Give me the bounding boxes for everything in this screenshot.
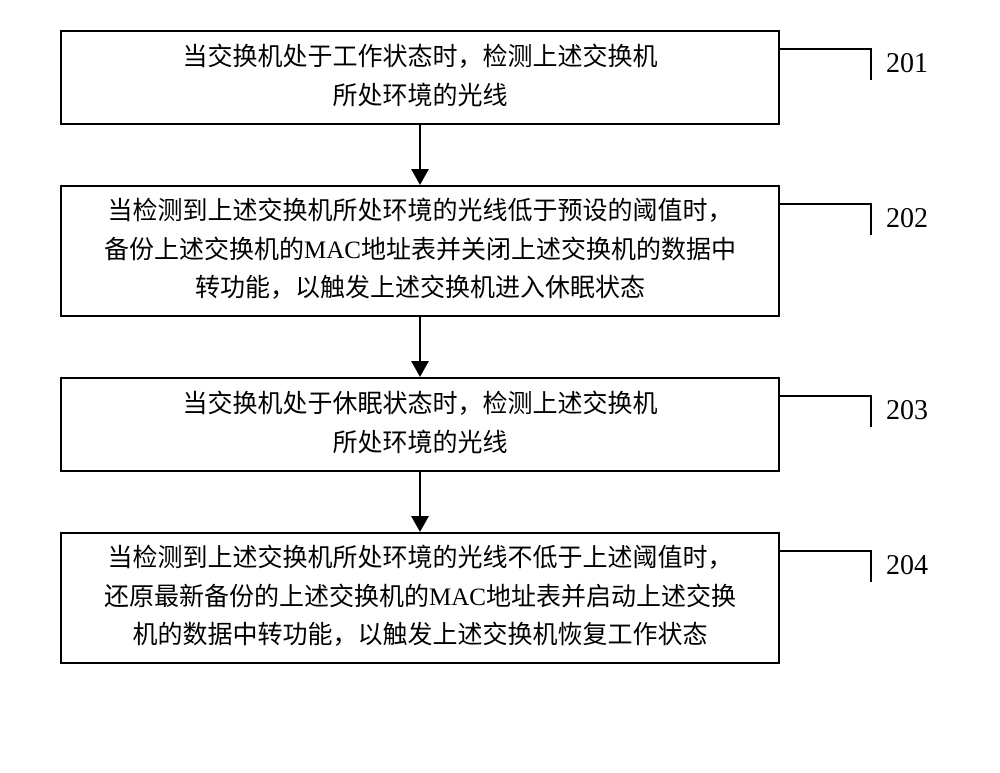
line: 当交换机处于休眠状态时，检测上述交换机 (182, 391, 657, 418)
arrow-shaft (419, 317, 422, 361)
arrow-connector (60, 317, 780, 377)
label-connector (780, 395, 870, 397)
step-label-201: 201 (886, 48, 928, 80)
arrow-head-icon (411, 516, 429, 532)
step-row: 当交换机处于工作状态时，检测上述交换机 所处环境的光线 201 (60, 30, 940, 125)
label-vert (870, 395, 872, 427)
line: 备份上述交换机的MAC地址表并关闭上述交换机的数据中 (104, 237, 736, 264)
arrow-connector (60, 472, 780, 532)
arrow-connector (60, 125, 780, 185)
step-row: 当交换机处于休眠状态时，检测上述交换机 所处环境的光线 203 (60, 377, 940, 472)
label-connector (780, 550, 870, 552)
step-row: 当检测到上述交换机所处环境的光线低于预设的阈值时， 备份上述交换机的MAC地址表… (60, 185, 940, 317)
line: 所处环境的光线 (332, 83, 507, 110)
step-label-202: 202 (886, 203, 928, 235)
label-connector (780, 203, 870, 205)
line: 机的数据中转功能，以触发上述交换机恢复工作状态 (132, 622, 707, 649)
step-label-203: 203 (886, 395, 928, 427)
arrow-head-icon (411, 169, 429, 185)
box-text: 当检测到上述交换机所处环境的光线不低于上述阈值时， 还原最新备份的上述交换机的M… (104, 540, 736, 656)
label-vert (870, 203, 872, 235)
flow-box-202: 当检测到上述交换机所处环境的光线低于预设的阈值时， 备份上述交换机的MAC地址表… (60, 185, 780, 317)
flowchart-container: 当交换机处于工作状态时，检测上述交换机 所处环境的光线 201 当检测到上述交换… (60, 30, 940, 664)
flow-box-201: 当交换机处于工作状态时，检测上述交换机 所处环境的光线 (60, 30, 780, 125)
step-label-204: 204 (886, 550, 928, 582)
label-vert (870, 550, 872, 582)
step-row: 当检测到上述交换机所处环境的光线不低于上述阈值时， 还原最新备份的上述交换机的M… (60, 532, 940, 664)
arrow-shaft (419, 125, 422, 169)
flow-box-204: 当检测到上述交换机所处环境的光线不低于上述阈值时， 还原最新备份的上述交换机的M… (60, 532, 780, 664)
label-vert (870, 48, 872, 80)
line: 转功能，以触发上述交换机进入休眠状态 (195, 275, 645, 302)
line: 当检测到上述交换机所处环境的光线低于预设的阈值时， (107, 198, 732, 225)
flow-box-203: 当交换机处于休眠状态时，检测上述交换机 所处环境的光线 (60, 377, 780, 472)
line: 所处环境的光线 (332, 430, 507, 457)
line: 还原最新备份的上述交换机的MAC地址表并启动上述交换 (104, 584, 736, 611)
arrow-shaft (419, 472, 422, 516)
line: 当检测到上述交换机所处环境的光线不低于上述阈值时， (107, 545, 732, 572)
box-text: 当检测到上述交换机所处环境的光线低于预设的阈值时， 备份上述交换机的MAC地址表… (104, 193, 736, 309)
arrow-head-icon (411, 361, 429, 377)
box-text: 当交换机处于工作状态时，检测上述交换机 所处环境的光线 (182, 39, 657, 117)
line: 当交换机处于工作状态时，检测上述交换机 (182, 44, 657, 71)
label-connector (780, 48, 870, 50)
box-text: 当交换机处于休眠状态时，检测上述交换机 所处环境的光线 (182, 386, 657, 464)
